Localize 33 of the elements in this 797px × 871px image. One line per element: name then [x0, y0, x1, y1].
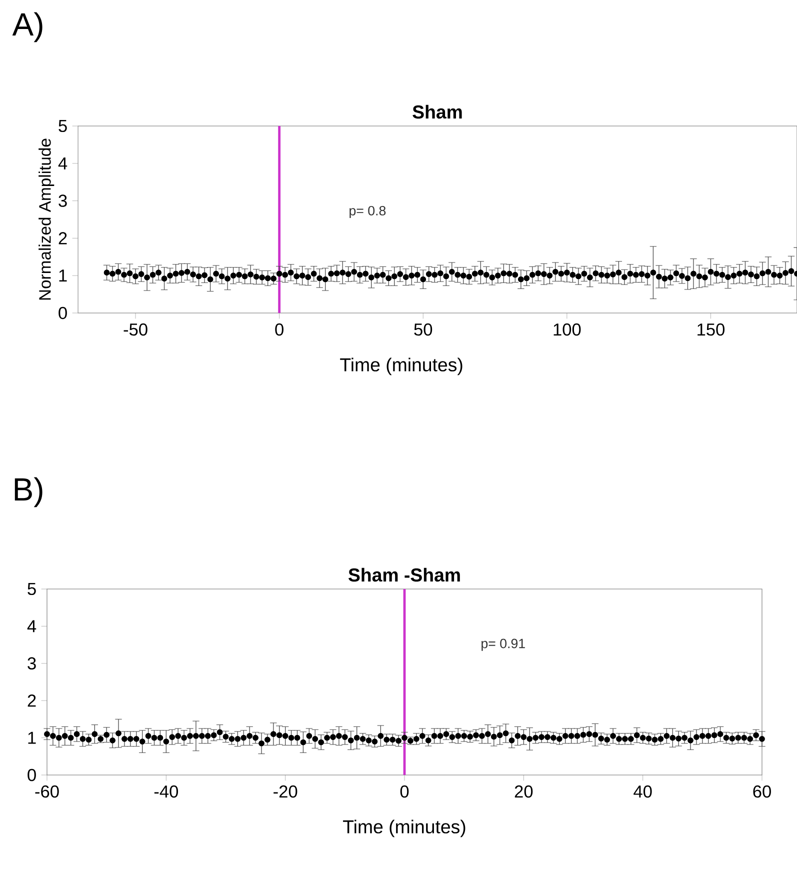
y-tick-label: 1	[28, 732, 36, 744]
y-tick-label: 5	[28, 582, 36, 596]
y-tick-label: 3	[28, 657, 36, 670]
text: A)	[12, 12, 42, 42]
chart-title: Sham	[412, 104, 462, 119]
y-tick-label: 1	[59, 270, 67, 282]
y-tick-label: 0	[58, 306, 67, 320]
x-tick-label: 100	[554, 323, 581, 336]
x-tick-label: 20	[514, 785, 533, 798]
x-axis-title: Time (minutes)	[340, 358, 462, 376]
y-tick-label: 4	[58, 157, 68, 170]
x-tick-label: 60	[753, 785, 771, 798]
text: B)	[14, 477, 42, 508]
y-tick-label: 2	[28, 694, 36, 707]
annotation: p= 0.8	[350, 206, 386, 218]
x-axis-title: Time (minutes)	[343, 820, 466, 838]
x-tick-label: 0	[275, 323, 284, 336]
x-tick-label: -40	[154, 785, 178, 798]
x-tick-label: -50	[124, 323, 148, 336]
annotation: p= 0.91	[482, 638, 525, 651]
chart-title: Sham -Sham	[348, 568, 460, 582]
y-tick-label: 3	[58, 194, 67, 207]
x-tick-label: 40	[634, 785, 652, 798]
x-tick-label: -60	[35, 785, 59, 798]
y-axis-title: Normalized Amplitude	[38, 138, 54, 300]
y-tick-label: 2	[58, 232, 67, 244]
y-tick-label: 4	[27, 620, 36, 632]
x-tick-label: 150	[698, 323, 725, 336]
x-tick-label: 50	[414, 323, 432, 336]
y-tick-label: 5	[58, 120, 67, 132]
x-tick-label: 0	[400, 785, 409, 798]
y-tick-label: 0	[28, 768, 36, 782]
x-tick-label: -20	[274, 785, 298, 798]
